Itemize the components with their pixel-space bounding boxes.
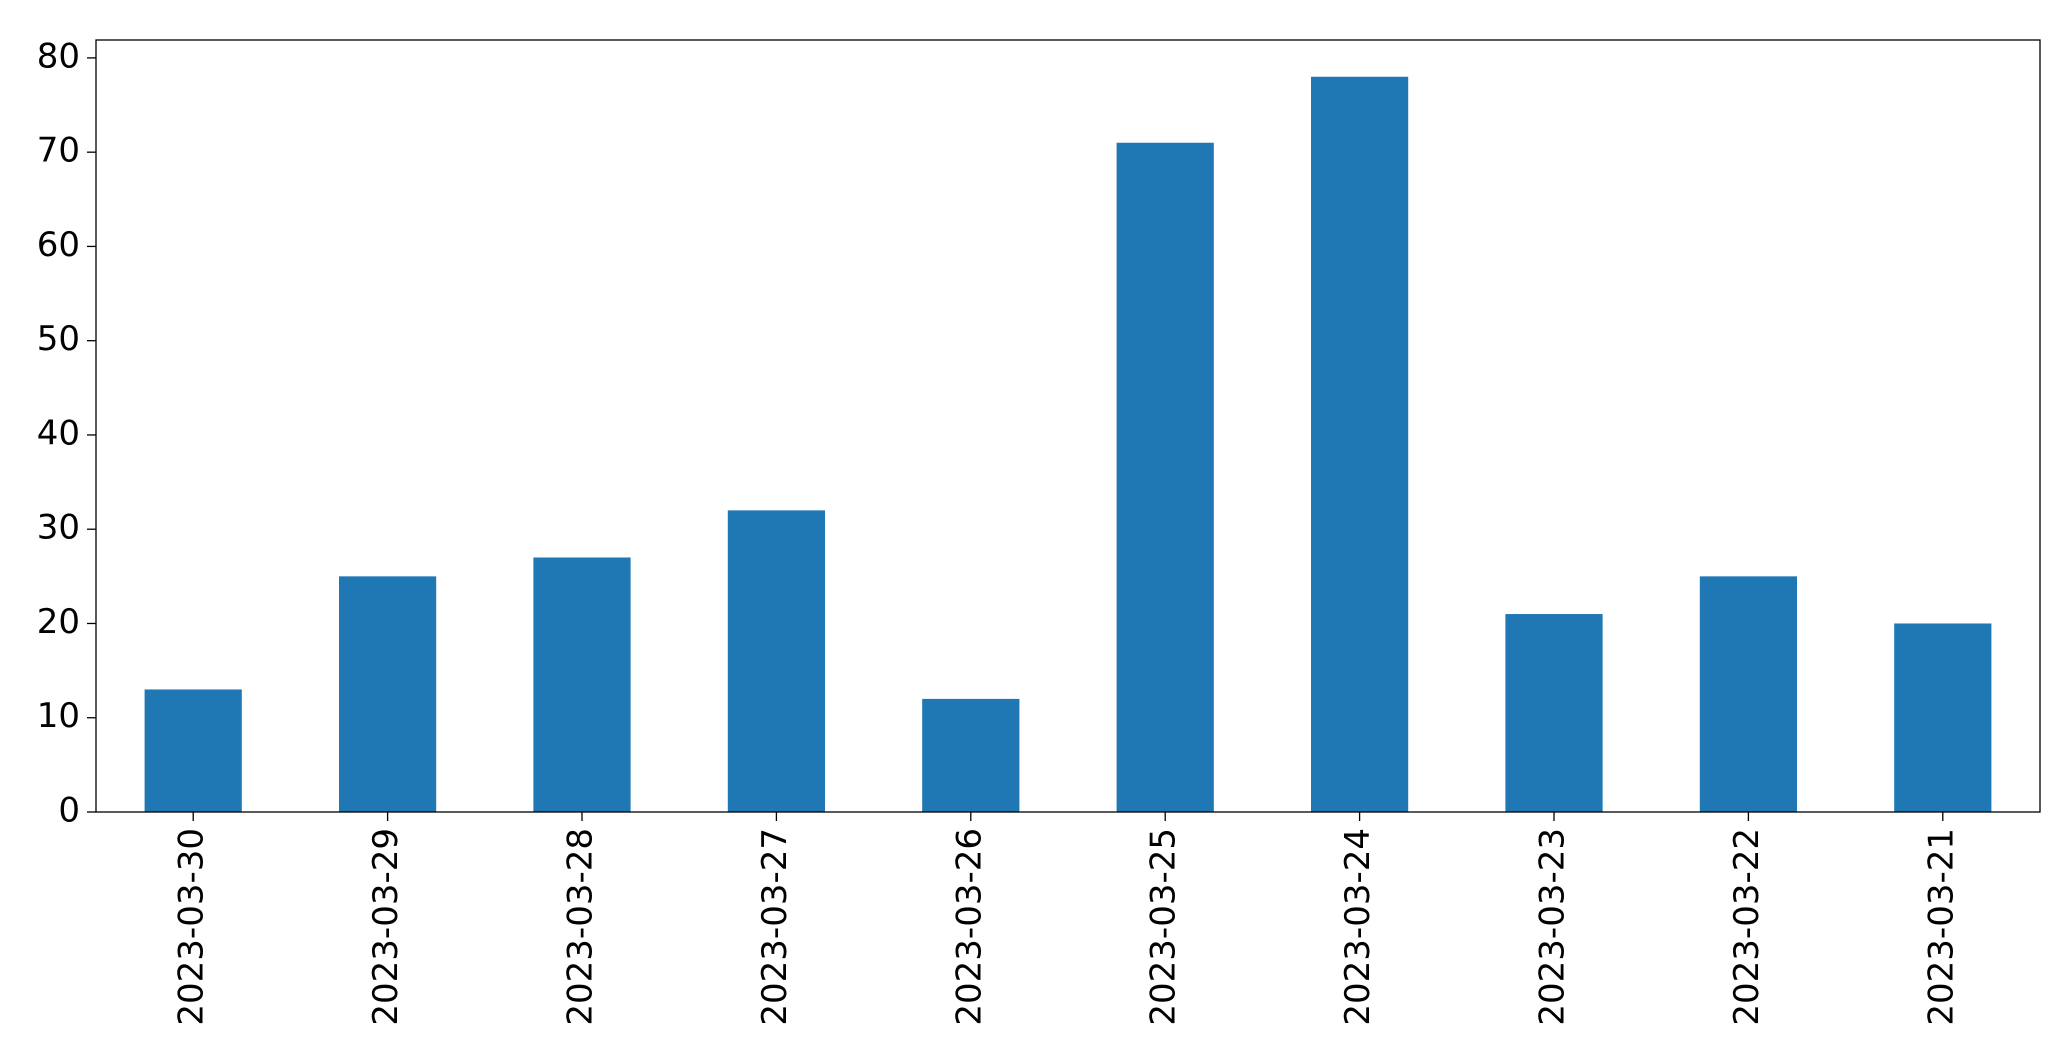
x-tick-label: 2023-03-24 (1338, 828, 1378, 1026)
y-tick-label: 0 (58, 791, 80, 831)
x-tick-label: 2023-03-22 (1727, 828, 1767, 1026)
x-tick-label: 2023-03-26 (949, 828, 989, 1026)
bar (1311, 76, 1409, 812)
y-tick-label: 10 (37, 696, 80, 736)
x-tick-label: 2023-03-23 (1533, 828, 1573, 1026)
y-tick-label: 50 (37, 319, 80, 359)
x-tick-label: 2023-03-27 (755, 828, 795, 1026)
bar (144, 689, 242, 812)
x-tick-label: 2023-03-29 (366, 828, 406, 1026)
bar (1505, 614, 1603, 812)
bar (1894, 623, 1992, 812)
bar (727, 510, 825, 812)
x-tick-label: 2023-03-28 (561, 828, 601, 1026)
x-tick-label: 2023-03-21 (1921, 828, 1961, 1026)
y-tick-label: 20 (37, 602, 80, 642)
y-tick-label: 80 (37, 36, 80, 76)
bar (533, 557, 631, 812)
plot-frame (95, 39, 2041, 813)
bar (1116, 142, 1214, 812)
y-tick-label: 30 (37, 508, 80, 548)
y-tick-label: 60 (37, 225, 80, 265)
bar (1699, 576, 1797, 812)
y-tick-label: 40 (37, 413, 80, 453)
bar (339, 576, 437, 812)
y-tick-label: 70 (37, 131, 80, 171)
x-tick-label: 2023-03-30 (172, 828, 212, 1026)
x-tick-label: 2023-03-25 (1144, 828, 1184, 1026)
bar (922, 698, 1020, 812)
